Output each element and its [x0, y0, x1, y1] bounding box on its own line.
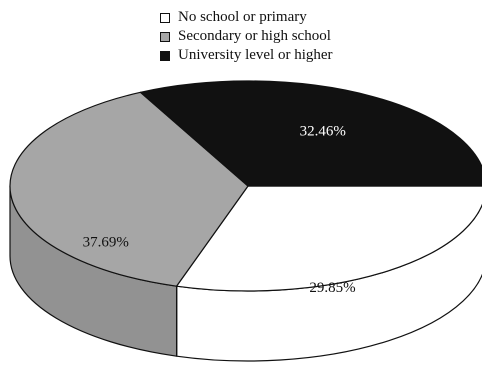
pie-top — [9, 80, 482, 292]
data-label-secondary-or-high-school: 37.69% — [83, 235, 129, 251]
pie-data-labels: 29.85% 37.69% 32.46% — [83, 124, 356, 296]
data-label-university-level-or-higher: 32.46% — [300, 124, 346, 140]
legend-swatch-university — [160, 50, 170, 61]
pie-slice-university-level-or-higher — [139, 80, 482, 187]
legend-item-university: University level or higher — [160, 46, 333, 65]
data-label-no-school-or-primary: 29.85% — [309, 280, 355, 296]
pie-slice-no-school-or-primary — [175, 185, 482, 292]
legend-label-university: University level or higher — [178, 47, 333, 63]
legend-label-secondary: Secondary or high school — [178, 28, 331, 44]
pie-slice-secondary-or-high-school — [9, 91, 249, 287]
legend-item-no-school: No school or primary — [160, 8, 333, 27]
legend-label-no-school: No school or primary — [178, 9, 307, 25]
chart-legend: No school or primary Secondary or high s… — [160, 8, 333, 65]
legend-item-secondary: Secondary or high school — [160, 27, 333, 46]
legend-swatch-secondary — [160, 31, 170, 42]
legend-swatch-no-school — [160, 12, 170, 23]
